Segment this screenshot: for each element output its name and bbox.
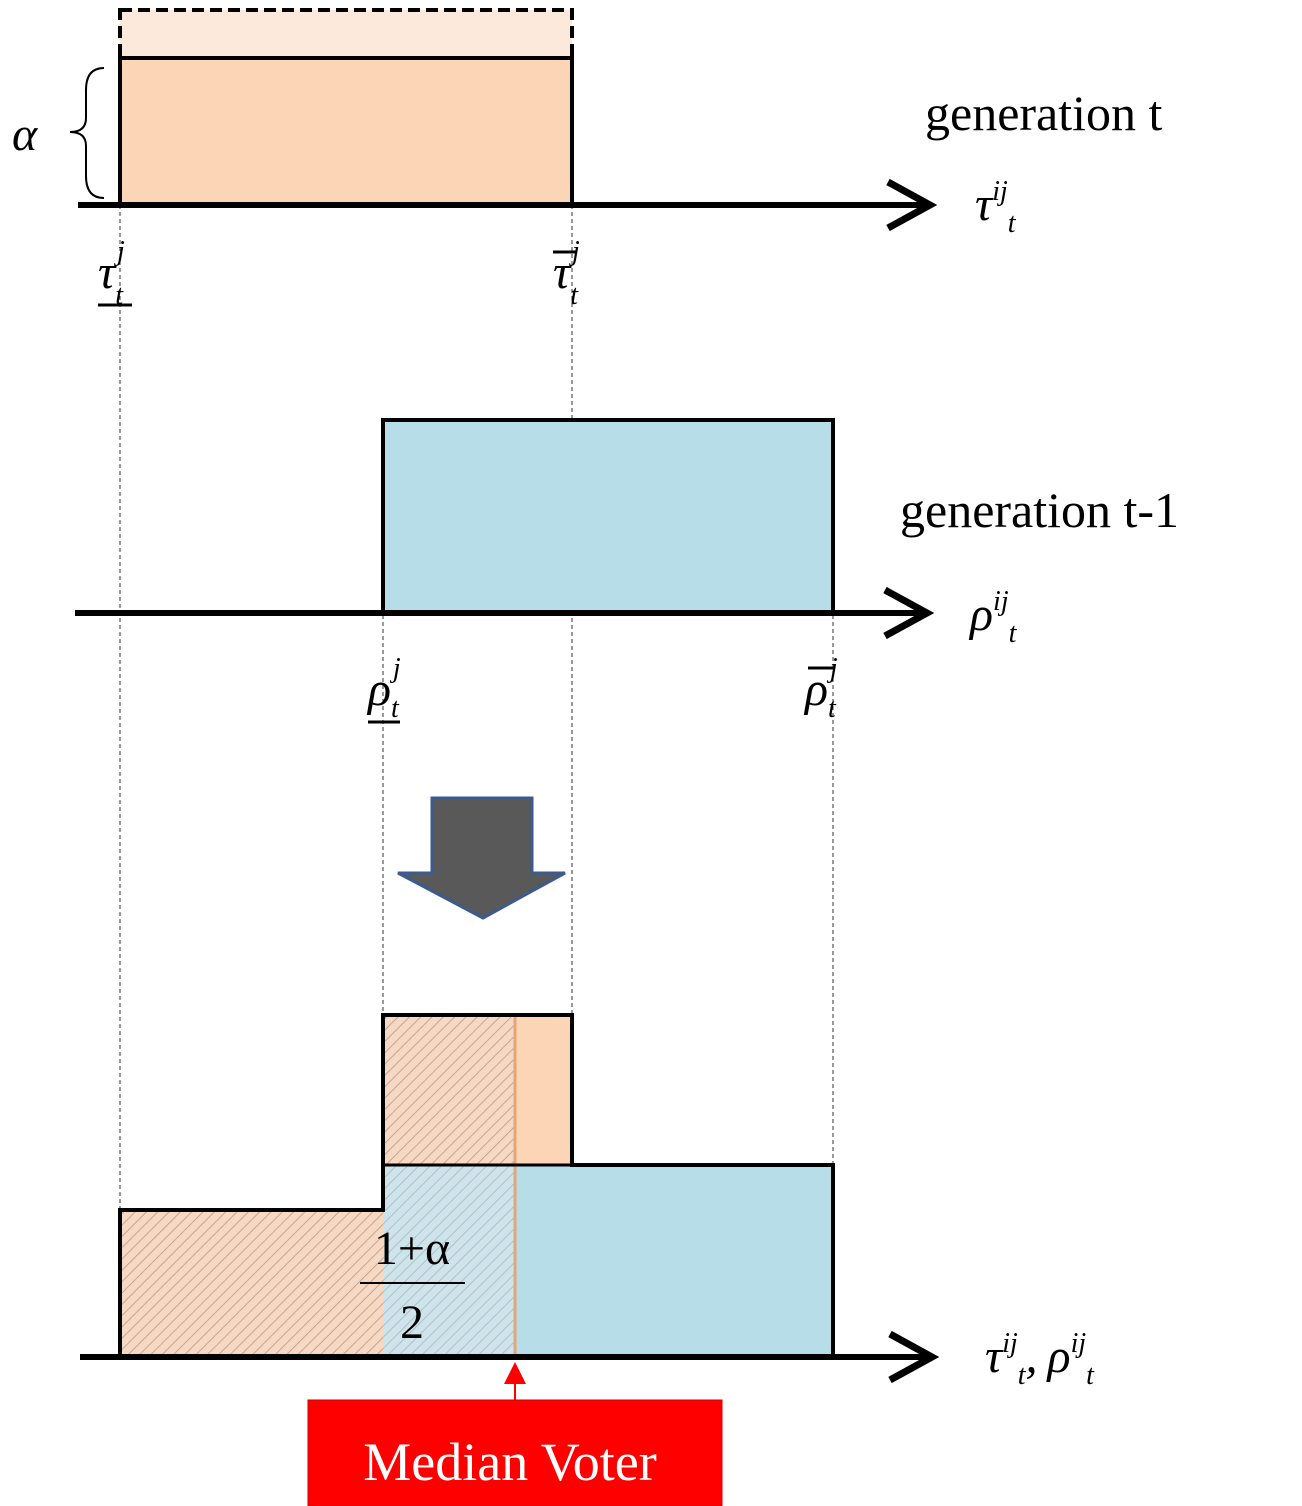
fraction-numerator: 1+α xyxy=(374,1222,450,1275)
upper-bound-label: τtj xyxy=(553,236,580,311)
axis-arrow xyxy=(888,1330,940,1384)
hatched-region xyxy=(383,1015,515,1165)
generation-t-1-box xyxy=(381,418,835,615)
guide-lines xyxy=(119,205,834,1210)
blue-region xyxy=(515,1165,833,1355)
median-box xyxy=(307,1399,723,1506)
alpha-label: α xyxy=(12,108,38,161)
hatched-region xyxy=(383,1165,515,1355)
axis-label: τijt xyxy=(975,176,1017,239)
median-pointer-head xyxy=(504,1362,526,1384)
axis-label: τijt, ρijt xyxy=(985,1328,1095,1391)
lower-bound-label: ρtj xyxy=(366,653,401,724)
generation-t-box xyxy=(118,56,574,207)
lower-bound-label: τtj xyxy=(98,236,125,311)
axis-label: ρijt xyxy=(968,586,1018,649)
hatched-region xyxy=(120,1210,383,1355)
panel-label: generation t xyxy=(925,85,1163,141)
axis-arrow xyxy=(886,178,938,232)
fraction-denominator: 2 xyxy=(400,1296,424,1349)
shifted-box xyxy=(118,8,574,60)
down-arrow xyxy=(397,796,566,920)
median-label: Median Voter xyxy=(363,1432,656,1492)
panel-label: generation t-1 xyxy=(900,482,1179,538)
brace xyxy=(69,67,105,199)
outline xyxy=(118,1013,835,1355)
orange-region xyxy=(515,1015,572,1165)
axis-arrow xyxy=(883,586,935,640)
